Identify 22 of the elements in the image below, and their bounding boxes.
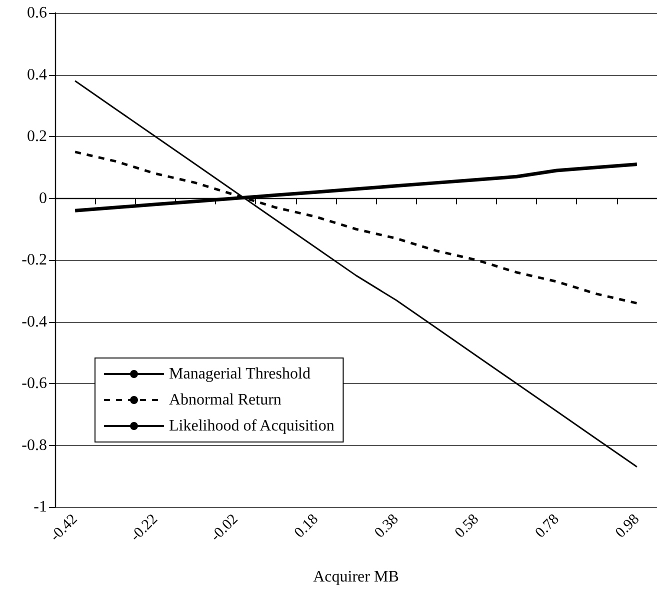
x-tick-label: -0.42 bbox=[47, 511, 81, 545]
x-tick-label: 0.38 bbox=[372, 511, 402, 542]
y-tick-label: 0.4 bbox=[27, 66, 47, 84]
x-tick-label: 0.78 bbox=[532, 511, 562, 542]
x-tick-label: 0.98 bbox=[612, 511, 643, 542]
y-tick-label: 0 bbox=[39, 190, 47, 207]
line-series bbox=[74, 80, 638, 468]
x-tick-label: 0.18 bbox=[292, 511, 322, 542]
x-tick-label: -0.22 bbox=[128, 511, 161, 545]
y-tick-label: -1 bbox=[34, 498, 47, 516]
y-tick-label: -0.8 bbox=[22, 436, 47, 454]
y-tick-label: -0.2 bbox=[22, 252, 47, 268]
x-tick-label: -0.02 bbox=[208, 511, 242, 545]
legend-label: Managerial Threshold bbox=[169, 366, 310, 382]
legend-label: Abnormal Return bbox=[169, 392, 282, 408]
y-tick-label: -0.4 bbox=[22, 313, 47, 330]
y-tick-label: 0.6 bbox=[27, 4, 47, 22]
y-tick-label: -0.6 bbox=[22, 375, 47, 392]
legend-label: Likelihood of Acquisition bbox=[169, 418, 334, 434]
y-tick-label: 0.2 bbox=[27, 128, 47, 145]
x-tick-label: 0.58 bbox=[452, 511, 482, 542]
x-axis-title: Acquirer MB bbox=[313, 568, 399, 586]
